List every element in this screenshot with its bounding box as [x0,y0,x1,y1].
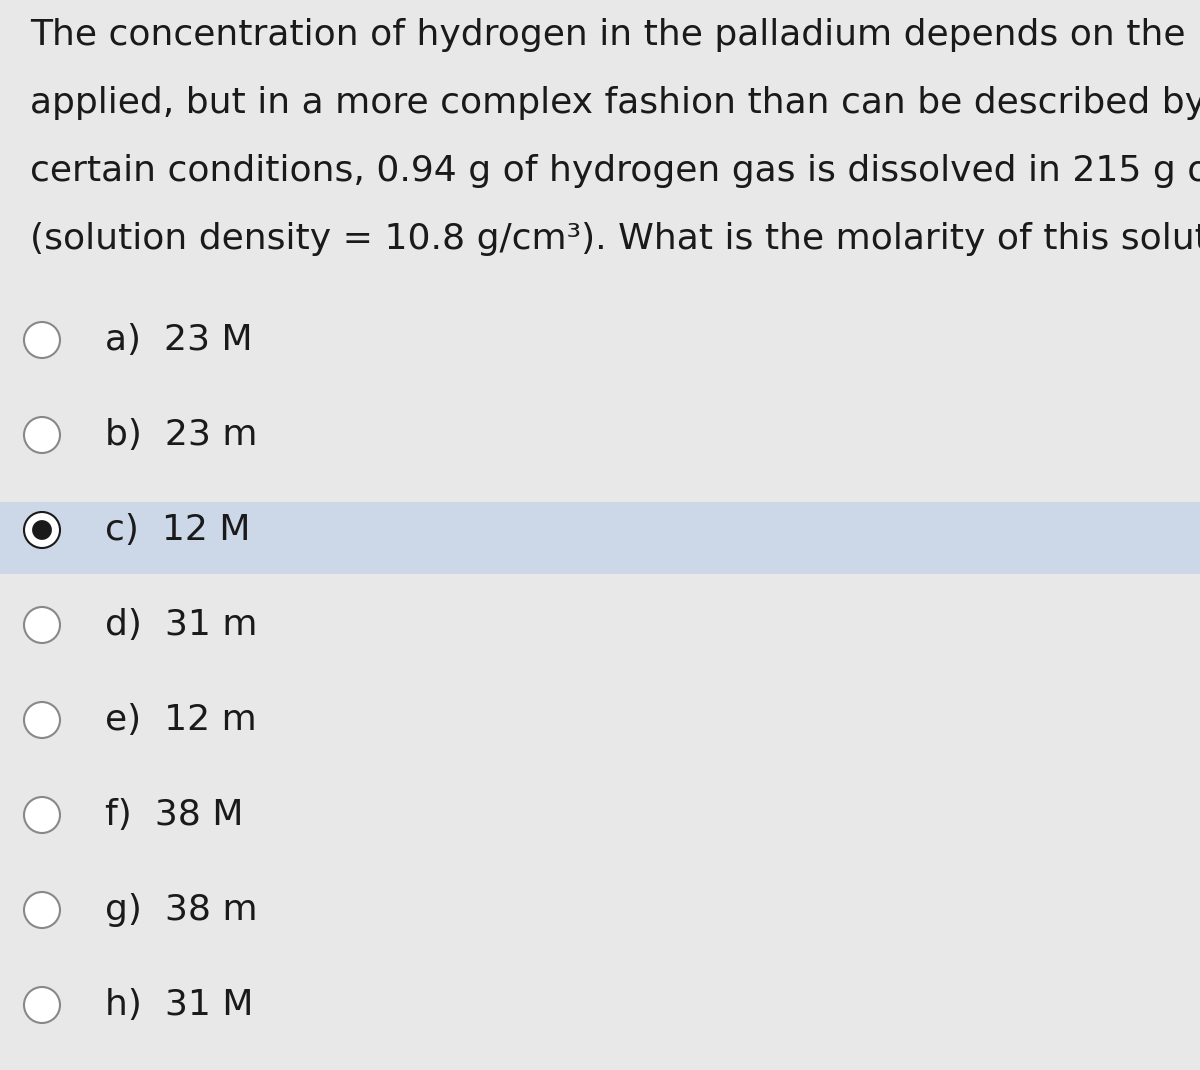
Circle shape [32,520,52,540]
Text: The concentration of hydrogen in the palladium depends on the pressure of H₂ gas: The concentration of hydrogen in the pal… [30,18,1200,52]
Bar [0,502,1200,574]
Circle shape [24,702,60,738]
Text: g)  38 m: g) 38 m [106,893,258,927]
Circle shape [24,607,60,643]
Text: (solution density = 10.8 g/cm³). What is the molarity of this solution?: (solution density = 10.8 g/cm³). What is… [30,221,1200,256]
Text: e)  12 m: e) 12 m [106,703,257,737]
Text: h)  31 M: h) 31 M [106,988,253,1022]
Text: b)  23 m: b) 23 m [106,418,258,452]
Circle shape [24,417,60,453]
Circle shape [24,892,60,928]
Circle shape [24,797,60,834]
Text: d)  31 m: d) 31 m [106,608,258,642]
Text: certain conditions, 0.94 g of hydrogen gas is dissolved in 215 g of palladium me: certain conditions, 0.94 g of hydrogen g… [30,154,1200,188]
Text: f)  38 M: f) 38 M [106,798,244,832]
Circle shape [24,513,60,548]
Text: a)  23 M: a) 23 M [106,323,253,357]
Circle shape [24,987,60,1023]
Text: c)  12 M: c) 12 M [106,513,251,547]
Circle shape [24,322,60,358]
Text: applied, but in a more complex fashion than can be described by Henry’s law. Und: applied, but in a more complex fashion t… [30,86,1200,120]
